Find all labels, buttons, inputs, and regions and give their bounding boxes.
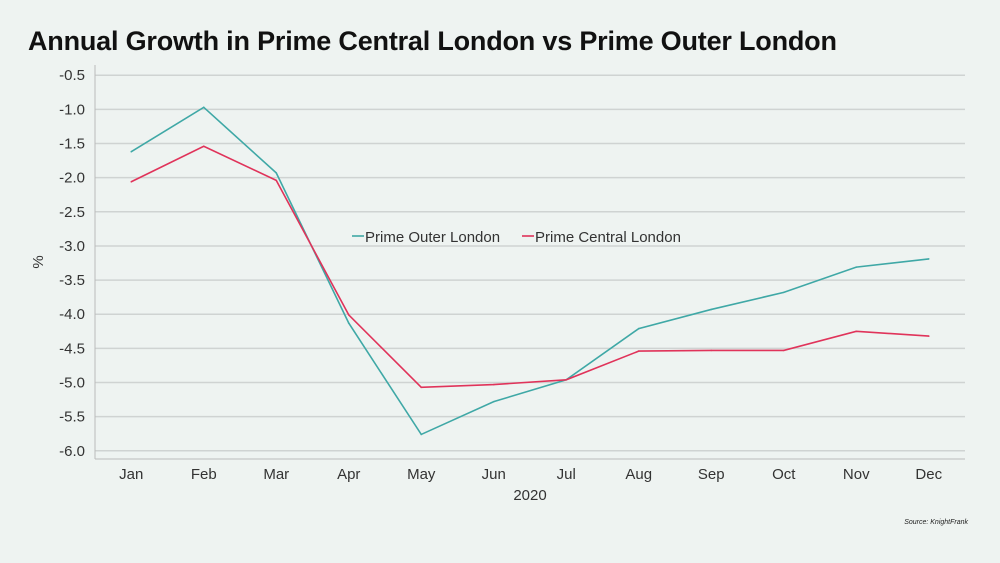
x-tick-label: Oct — [772, 466, 796, 483]
data-point — [420, 386, 423, 389]
data-point — [565, 378, 568, 381]
x-tick-label: Sep — [698, 466, 725, 483]
series-line-prime-central-london — [130, 145, 929, 389]
y-tick-label: -5.0 — [59, 375, 85, 392]
data-point — [347, 314, 350, 316]
data-point — [782, 349, 785, 352]
y-tick-label: -6.0 — [59, 443, 85, 460]
y-tick-label: -4.0 — [59, 306, 85, 323]
data-point — [347, 322, 350, 324]
data-point — [492, 383, 495, 386]
data-point — [130, 150, 133, 153]
y-axis-label: % — [30, 255, 47, 268]
data-point — [637, 350, 640, 352]
x-tick-label: Apr — [337, 466, 360, 483]
source-note: Source: KnightFrank — [904, 519, 968, 526]
chart-title: Annual Growth in Prime Central London vs… — [28, 26, 837, 56]
x-tick-label: Feb — [191, 466, 217, 483]
x-tick-label: Jan — [119, 466, 143, 483]
data-point — [855, 266, 858, 268]
data-point — [275, 179, 278, 182]
data-point — [782, 291, 785, 294]
y-tick-label: -3.0 — [59, 238, 85, 255]
data-point — [275, 172, 278, 174]
y-tick-label: -1.0 — [59, 101, 85, 118]
x-tick-label: Mar — [263, 466, 289, 483]
legend-label: Prime Central London — [535, 229, 681, 246]
x-tick-label: Aug — [625, 466, 652, 483]
data-point — [637, 327, 640, 330]
data-point — [420, 433, 423, 436]
y-tick-label: -2.0 — [59, 170, 85, 187]
y-tick-label: -0.5 — [59, 67, 85, 84]
x-tick-label: Jun — [482, 466, 506, 483]
data-point — [855, 330, 858, 333]
y-tick-label: -4.5 — [59, 340, 85, 357]
x-axis-label: 2020 — [513, 487, 546, 504]
y-tick-label: -3.5 — [59, 272, 85, 289]
data-point — [202, 106, 205, 109]
x-tick-label: Jul — [557, 466, 576, 483]
y-tick-label: -2.5 — [59, 204, 85, 221]
series-line-prime-outer-london — [130, 106, 929, 436]
data-point — [492, 400, 495, 403]
legend-label: Prime Outer London — [365, 229, 500, 246]
data-point — [710, 308, 713, 311]
data-point — [130, 180, 133, 183]
x-tick-label: May — [407, 466, 436, 483]
x-tick-label: Nov — [843, 466, 870, 483]
y-tick-label: -1.5 — [59, 136, 85, 153]
x-tick-label: Dec — [915, 466, 942, 483]
data-point — [710, 349, 713, 352]
data-point — [927, 258, 930, 260]
y-tick-label: -5.5 — [59, 409, 85, 426]
data-point — [927, 335, 930, 337]
data-point — [202, 145, 205, 148]
